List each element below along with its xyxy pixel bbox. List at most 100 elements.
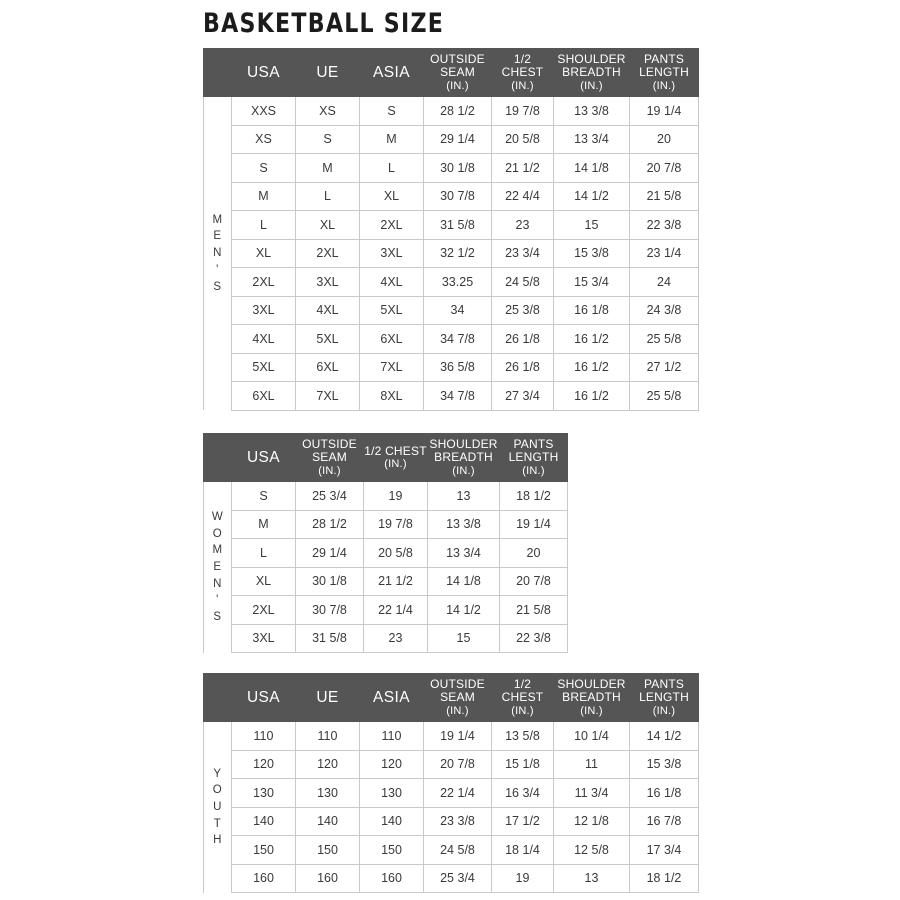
table-header-corner: [203, 48, 232, 97]
table-cell: 11 3/4: [553, 778, 630, 808]
table-cell: 110: [295, 721, 360, 751]
table-row: 160 160 160 25 3/4 19 13 18 1/2: [204, 863, 699, 893]
table-cell: 130: [231, 778, 296, 808]
table-cell: 120: [359, 749, 424, 779]
table-cell: 34: [423, 295, 492, 325]
table-cell: L: [231, 210, 296, 240]
column-header-ue: UE: [295, 673, 360, 722]
table-cell: 24 5/8: [423, 835, 492, 865]
table-cell: S: [231, 481, 296, 511]
table-cell: 10 1/4: [553, 721, 630, 751]
table-cell: 30 1/8: [423, 153, 492, 183]
table-cell: 4XL: [295, 295, 360, 325]
table-cell: XXS: [231, 96, 296, 126]
table-cell: M: [231, 509, 296, 539]
table-cell: XL: [359, 181, 424, 211]
column-header-unit: (IN.): [511, 79, 534, 92]
table-cell: 6XL: [231, 381, 296, 411]
table-cell: 11: [553, 749, 630, 779]
table-cell: L: [359, 153, 424, 183]
table-cell: 15 3/8: [553, 238, 630, 268]
column-header-unit: (IN.): [452, 464, 475, 477]
table-cell: 17 1/2: [491, 806, 554, 836]
column-header-unit: (IN.): [318, 464, 341, 477]
table-cell: 5XL: [231, 352, 296, 382]
table-cell: 19: [363, 481, 428, 511]
table-cell: 130: [359, 778, 424, 808]
table-cell: 16 1/2: [553, 352, 630, 382]
column-header-unit: (IN.): [652, 704, 676, 717]
table-cell: 19 1/4: [629, 96, 699, 126]
table-cell: 7XL: [359, 352, 424, 382]
table-cell: 13 3/4: [553, 124, 630, 154]
table-cell: 25 3/4: [423, 863, 492, 893]
table-cell: 15: [427, 623, 500, 653]
column-header-1-2-chest: 1/2 CHEST (IN.): [363, 433, 428, 482]
table-cell: 34 7/8: [423, 324, 492, 354]
table-cell: 31 5/8: [295, 623, 364, 653]
table-cell: 13 5/8: [491, 721, 554, 751]
table-cell: 12 1/8: [553, 806, 630, 836]
table-cell: 19 7/8: [363, 509, 428, 539]
table-cell: 13: [427, 481, 500, 511]
table-cell: 23 3/4: [491, 238, 554, 268]
column-header-usa: USA: [231, 433, 296, 482]
column-header-shoulder-breadth: SHOULDER BREADTH (IN.): [427, 433, 500, 482]
table-cell: 14 1/2: [553, 181, 630, 211]
table-cell: 16 1/2: [553, 381, 630, 411]
table-cell: 22 3/8: [499, 623, 568, 653]
table-cell: 26 1/8: [491, 352, 554, 382]
table-cell: 23: [491, 210, 554, 240]
column-header-unit: (IN.): [580, 79, 603, 92]
table-cell: 25 5/8: [629, 324, 699, 354]
table-cell: 16 3/4: [491, 778, 554, 808]
column-header-asia: ASIA: [359, 48, 424, 97]
table-cell: 22 1/4: [363, 595, 428, 625]
table-cell: 110: [359, 721, 424, 751]
table-cell: 16 7/8: [629, 806, 699, 836]
table-cell: 22 1/4: [423, 778, 492, 808]
table-cell: 160: [295, 863, 360, 893]
table-cell: M: [295, 153, 360, 183]
table-cell: 20 7/8: [499, 566, 568, 596]
column-header-pants-length: PANTS LENGTH (IN.): [629, 673, 699, 722]
table-row: 150 150 150 24 5/8 18 1/4 12 5/8 17 3/4: [204, 835, 699, 865]
table-cell: 150: [359, 835, 424, 865]
table-cell: 140: [359, 806, 424, 836]
size-table-youth: USA UE ASIA OUTSIDE SEAM (IN.) 1/2 CHEST (IN.)…: [203, 673, 699, 893]
table-row: 130 130 130 22 1/4 16 3/4 11 3/4 16 1/8: [204, 778, 699, 808]
table-cell: 28 1/2: [423, 96, 492, 126]
table-cell: 14 1/8: [553, 153, 630, 183]
table-cell: 13: [553, 863, 630, 893]
table-cell: 150: [295, 835, 360, 865]
table-cell: L: [295, 181, 360, 211]
column-header-unit: (IN.): [446, 79, 469, 92]
table-cell: S: [295, 124, 360, 154]
table-cell: 160: [359, 863, 424, 893]
table-row: 6XL 7XL 8XL 34 7/8 27 3/4 16 1/2 25 5/8: [204, 381, 699, 411]
column-header-outside-seam: OUTSIDE SEAM (IN.): [423, 673, 492, 722]
column-header-unit: (IN.): [511, 704, 534, 717]
table-cell: 16 1/8: [629, 778, 699, 808]
table-cell: 5XL: [359, 295, 424, 325]
table-cell: 120: [231, 749, 296, 779]
table-cell: 12 5/8: [553, 835, 630, 865]
table-cell: 140: [295, 806, 360, 836]
table-cell: 150: [231, 835, 296, 865]
table-cell: 4XL: [231, 324, 296, 354]
table-cell: L: [231, 538, 296, 568]
table-cell: 25 3/4: [295, 481, 364, 511]
table-cell: 23 3/8: [423, 806, 492, 836]
column-header-usa: USA: [231, 48, 296, 97]
table-cell: 8XL: [359, 381, 424, 411]
table-cell: 18 1/2: [499, 481, 568, 511]
table-row: 140 140 140 23 3/8 17 1/2 12 1/8 16 7/8: [204, 806, 699, 836]
table-row: M L XL 30 7/8 22 4/4 14 1/2 21 5/8: [204, 181, 699, 211]
table-cell: 13 3/8: [553, 96, 630, 126]
table-cell: 20 5/8: [363, 538, 428, 568]
column-header-outside-seam: OUTSIDE SEAM (IN.): [295, 433, 364, 482]
table-cell: 24: [629, 267, 699, 297]
table-cell: 32 1/2: [423, 238, 492, 268]
table-cell: 19 1/4: [423, 721, 492, 751]
